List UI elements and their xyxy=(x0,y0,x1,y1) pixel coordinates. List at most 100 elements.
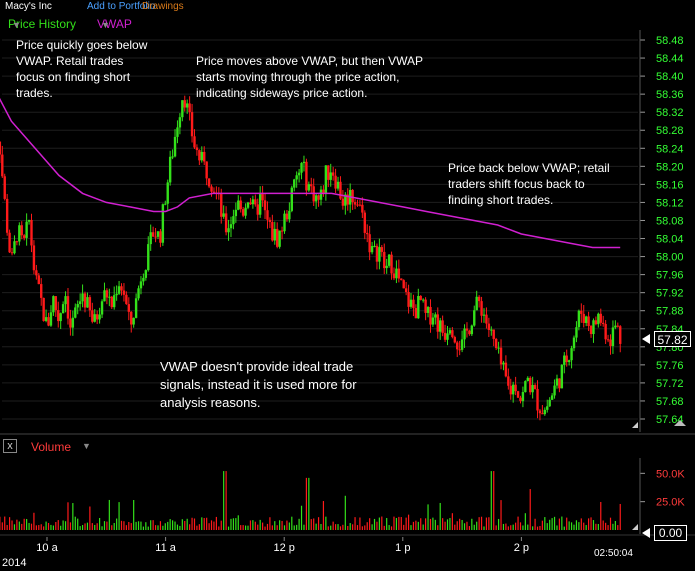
candle-up xyxy=(278,230,281,247)
candle-up xyxy=(611,327,615,347)
candle-up xyxy=(181,100,184,118)
candle-up xyxy=(237,200,240,210)
candle-up xyxy=(490,329,493,331)
candle-down xyxy=(210,186,213,192)
timestamp-label: 02:50:04 xyxy=(594,548,633,559)
candle-down xyxy=(224,213,228,233)
candle-up xyxy=(307,184,311,191)
drawings-link[interactable]: Drawings xyxy=(142,1,184,12)
time-tick-label: 10 a xyxy=(36,542,58,554)
annotation-analysis: VWAP doesn't provide ideal trade signals… xyxy=(160,358,357,412)
candle-down xyxy=(541,413,544,415)
candle-down xyxy=(88,297,92,311)
candle-down xyxy=(397,268,401,279)
price-tick-label: 58.04 xyxy=(656,234,684,246)
annotation-line: VWAP doesn't provide ideal trade xyxy=(160,359,354,374)
candle-down xyxy=(195,147,199,151)
candle-up xyxy=(244,207,247,216)
chevron-down-icon[interactable]: ▼ xyxy=(82,441,91,451)
candle-down xyxy=(565,355,568,363)
price-tick-label: 57.64 xyxy=(656,414,684,426)
candle-up xyxy=(222,213,225,217)
candle-up xyxy=(117,286,121,294)
candle-up xyxy=(227,228,230,233)
candle-down xyxy=(419,295,422,300)
candle-down xyxy=(402,280,405,289)
candle-down xyxy=(22,235,26,238)
candle-up xyxy=(592,320,595,335)
candle-up xyxy=(446,333,449,340)
candle-up xyxy=(550,395,554,400)
candle-up xyxy=(546,406,549,410)
resize-handle-icon xyxy=(632,524,638,530)
price-history-selector[interactable]: Price History ▼ xyxy=(8,15,76,34)
candle-down xyxy=(271,222,274,241)
candle-down xyxy=(339,181,342,199)
candle-up xyxy=(288,210,291,220)
candle-up xyxy=(168,156,172,183)
volume-bars xyxy=(0,471,621,530)
price-tick-label: 57.96 xyxy=(656,270,684,282)
candle-down xyxy=(582,313,585,323)
candle-down xyxy=(183,100,186,108)
candle-up xyxy=(76,304,79,308)
annotation-line: analysis reasons. xyxy=(160,395,261,410)
candle-up xyxy=(100,301,104,315)
candle-up xyxy=(149,232,152,245)
annotation-line: Price back below VWAP; retail xyxy=(448,161,610,175)
candle-up xyxy=(115,293,118,296)
vwap-selector[interactable]: VWAP ▼ xyxy=(97,15,132,34)
annotation-above-vwap: Price moves above VWAP, but then VWAP st… xyxy=(196,53,423,101)
candle-down xyxy=(0,141,2,155)
candle-up xyxy=(560,364,564,389)
candle-down xyxy=(42,297,45,321)
candle-up xyxy=(59,313,62,322)
candle-up xyxy=(434,314,437,318)
candle-down xyxy=(619,326,622,344)
candle-down xyxy=(69,318,72,328)
candle-down xyxy=(390,254,393,274)
price-axis: 58.48 58.44 58.40 58.36 58.32 58.28 58.24 58.20… xyxy=(639,30,684,432)
annotation-line: focus on finding short xyxy=(16,70,131,84)
price-tick-label: 58.40 xyxy=(656,71,684,83)
time-tick-label: 11 a xyxy=(155,542,176,554)
candle-down xyxy=(412,299,415,309)
candle-down xyxy=(351,189,354,203)
price-marker-icon xyxy=(642,334,650,344)
candle-up xyxy=(246,202,250,208)
candle-down xyxy=(256,204,259,215)
candle-down xyxy=(353,202,357,205)
candle-down xyxy=(327,165,330,180)
candle-up xyxy=(531,384,534,393)
candle-up xyxy=(336,181,340,189)
close-volume-pane-button[interactable]: x xyxy=(3,439,17,453)
candle-up xyxy=(526,377,529,382)
candle-up xyxy=(502,362,505,365)
price-tick-label: 57.88 xyxy=(656,306,684,318)
price-tick-label: 57.92 xyxy=(656,288,684,300)
candle-up xyxy=(98,314,101,320)
annotation-line: signals, instead it is used more for xyxy=(160,377,357,392)
add-to-portfolio-link[interactable]: Add to Portfolio xyxy=(87,1,156,12)
candle-down xyxy=(127,304,131,312)
candle-down xyxy=(120,286,123,291)
candle-up xyxy=(314,195,318,202)
candle-up xyxy=(426,306,430,313)
candle-up xyxy=(543,409,547,415)
candle-down xyxy=(589,326,593,335)
candle-down xyxy=(363,212,366,233)
resize-handle-icon xyxy=(632,422,638,428)
volume-label[interactable]: Volume xyxy=(31,440,72,454)
year-label: 2014 xyxy=(2,557,27,569)
candle-up xyxy=(78,301,82,305)
candle-up xyxy=(113,295,116,308)
candle-up xyxy=(497,347,500,349)
candle-up xyxy=(597,313,600,325)
candle-down xyxy=(198,150,201,161)
candle-up xyxy=(575,327,578,338)
candle-down xyxy=(436,314,439,332)
candle-down xyxy=(480,301,483,316)
candle-up xyxy=(511,384,515,395)
candle-up xyxy=(463,328,466,340)
